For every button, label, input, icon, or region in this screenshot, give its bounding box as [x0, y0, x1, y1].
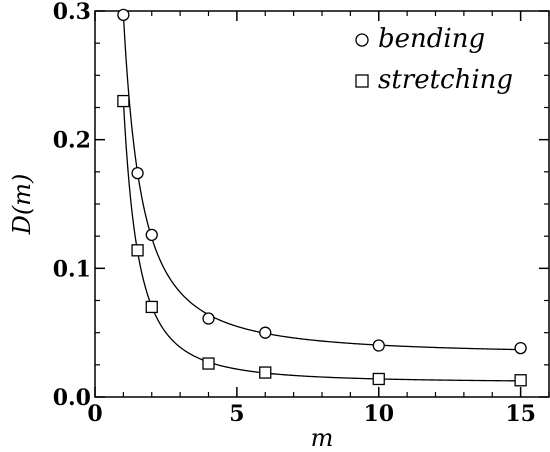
legend-marker-bending	[355, 33, 369, 47]
fit-curves	[122, 14, 521, 382]
stretching-point	[202, 357, 215, 370]
stretching-point	[117, 94, 130, 108]
stretching-point	[372, 372, 385, 386]
legend-label-stretching: stretching	[378, 65, 513, 95]
stretching-point	[514, 374, 527, 387]
y-tick-label: 0.2	[53, 128, 91, 154]
fit-curve-bending	[122, 14, 521, 351]
stretching-point	[145, 300, 158, 314]
bending-point	[202, 312, 215, 325]
legend: bending stretching	[355, 24, 513, 95]
bending-point	[514, 341, 527, 355]
x-tick-label: 10	[363, 401, 394, 427]
bending-point	[131, 166, 144, 180]
legend-label-bending: bending	[378, 24, 485, 54]
tick-labels: 0 5 10 15 0.0 0.1 0.2 0.3	[53, 0, 536, 427]
data-points	[117, 8, 527, 387]
y-tick-label: 0.0	[53, 385, 91, 411]
y-tick-label: 0.3	[53, 0, 91, 25]
bending-point	[117, 8, 130, 22]
x-tick-label: 15	[505, 401, 536, 427]
stretching-point	[131, 244, 144, 257]
x-tick-label: 5	[229, 401, 244, 427]
bending-point	[145, 228, 158, 242]
bending-point	[372, 339, 385, 352]
x-axis-label: m	[311, 424, 334, 452]
fit-curve-stretching	[122, 100, 521, 382]
y-tick-label: 0.1	[53, 256, 91, 282]
legend-marker-stretching	[355, 74, 369, 88]
y-axis-label: D(m)	[8, 174, 36, 236]
x-tick-label: 0	[87, 401, 102, 427]
bending-point	[259, 326, 272, 339]
stretching-point	[259, 366, 272, 379]
